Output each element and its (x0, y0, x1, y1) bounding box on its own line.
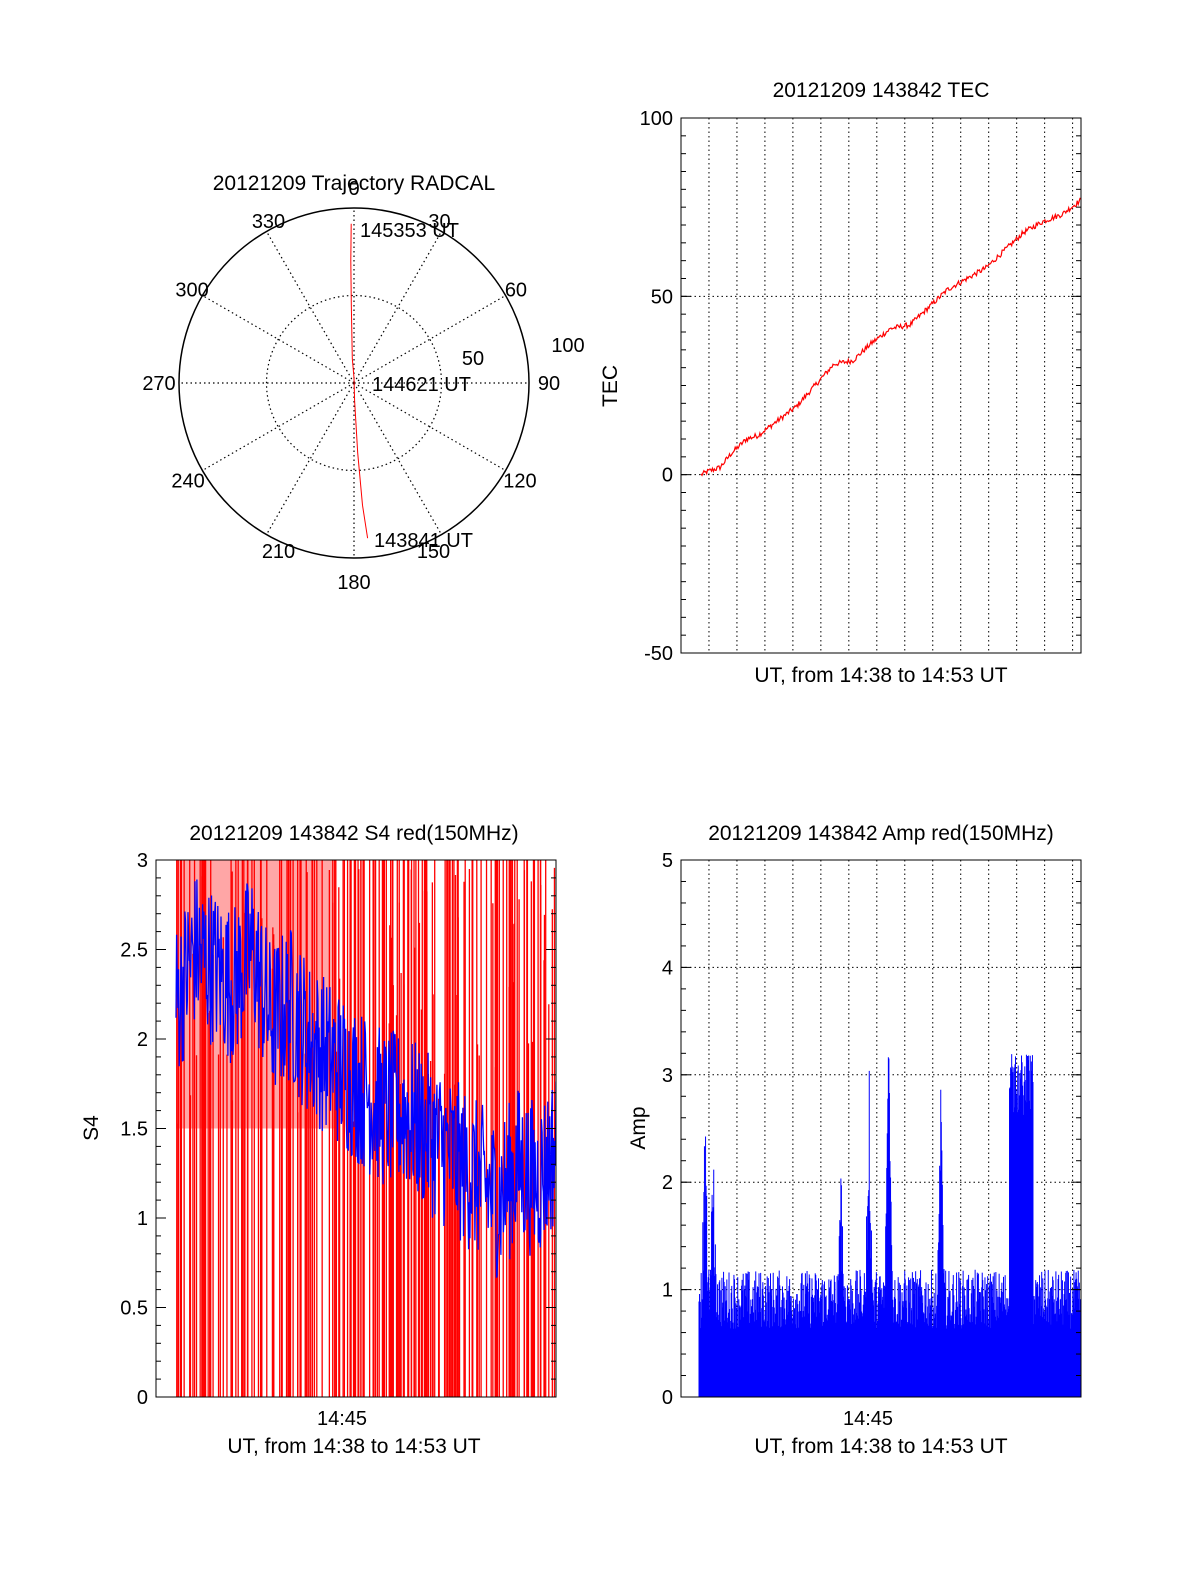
polar-angle-label: 180 (337, 572, 370, 594)
s4-x-tick-label: 14:45 (317, 1408, 367, 1430)
y-tick-label: 0 (137, 1387, 148, 1409)
polar-angle-label: 120 (503, 471, 536, 493)
y-tick-label: 0.5 (120, 1298, 148, 1320)
y-tick-label: 2 (137, 1029, 148, 1051)
amp-x-axis-label: UT, from 14:38 to 14:53 UT (754, 1435, 1007, 1458)
tec-grid (681, 118, 1081, 653)
polar-angle-label: 300 (175, 280, 208, 302)
polar-angle-label: 150 (417, 541, 450, 563)
y-tick-label: 1 (662, 1280, 673, 1302)
amp-panel: 20121209 143842 Amp red(150MHz) 0 1 2 3 4 5 1… (627, 822, 1082, 1458)
s4-panel: 20121209 143842 S4 red(150MHz) 0 0.5 1 1.5 2… (80, 822, 557, 1458)
polar-angle-label: 330 (252, 211, 285, 233)
amp-y-axis-label: Amp (627, 1106, 650, 1149)
amp-blue-series (698, 1054, 1081, 1397)
polar-angle-label: 240 (171, 471, 204, 493)
annotation-mid-time: 144621 UT (372, 374, 471, 396)
polar-angle-label: 0 (348, 178, 359, 200)
tec-panel: 20121209 143842 TEC -50 0 50 100 TEC UT, fr… (599, 79, 1082, 687)
polar-grid (179, 208, 529, 558)
polar-angle-label: 30 (428, 211, 450, 233)
y-tick-label: 0 (662, 465, 673, 487)
y-tick-label: 50 (651, 286, 673, 308)
y-tick-label: 1 (137, 1208, 148, 1230)
polar-angle-label: 210 (262, 541, 295, 563)
polar-angle-label: 60 (505, 280, 527, 302)
polar-spoke (202, 382, 355, 472)
polar-spoke (353, 231, 443, 384)
y-tick-label: 2.5 (120, 940, 148, 962)
annotation-end-time: 143841 UT (374, 530, 473, 552)
trajectory-series-line (350, 223, 369, 539)
y-tick-label: -50 (644, 643, 673, 665)
amp-plot-frame (680, 859, 1082, 1398)
annotation-start-time: 145353 UT (360, 220, 459, 242)
s4-y-tick-labels: 0 0.5 1 1.5 2 2.5 3 (120, 850, 556, 1409)
polar-angle-label: 270 (142, 373, 175, 395)
tec-y-axis-label: TEC (599, 365, 622, 407)
s4-x-axis-label: UT, from 14:38 to 14:53 UT (227, 1435, 480, 1458)
y-tick-label: 1.5 (120, 1119, 148, 1141)
trajectory-panel: 20121209 Trajectory RADCAL 0 30 60 90 120 150… (142, 172, 584, 594)
y-tick-label: 2 (662, 1172, 673, 1194)
s4-title: 20121209 143842 S4 red(150MHz) (189, 822, 518, 845)
polar-angle-labels: 0 30 60 90 120 150 180 210 240 270 300 330 (142, 178, 560, 594)
radial-label-100: 100 (551, 335, 584, 357)
y-tick-label: 0 (662, 1387, 673, 1409)
tec-series-line (700, 197, 1081, 477)
amp-x-tick-label: 14:45 (843, 1408, 893, 1430)
tec-y-tick-labels: -50 0 50 100 (640, 108, 1081, 665)
radial-label-50: 50 (462, 348, 484, 370)
amp-title: 20121209 143842 Amp red(150MHz) (708, 822, 1054, 845)
y-tick-label: 100 (640, 108, 673, 130)
polar-outer-circle (178, 207, 530, 559)
amp-y-tick-labels: 0 1 2 3 4 5 (662, 850, 1081, 1409)
tec-minor-ticks (681, 135, 1081, 636)
y-tick-label: 3 (137, 850, 148, 872)
tec-x-axis-label: UT, from 14:38 to 14:53 UT (754, 664, 1007, 687)
y-tick-label: 4 (662, 957, 673, 979)
trajectory-title: 20121209 Trajectory RADCAL (213, 172, 496, 195)
s4-blue-series-line (175, 879, 556, 1278)
y-tick-label: 3 (662, 1065, 673, 1087)
tec-plot-frame (680, 117, 1082, 654)
polar-spoke (265, 382, 355, 535)
polar-grid-circle (265, 294, 443, 472)
s4-y-axis-label: S4 (80, 1115, 103, 1141)
y-tick-label: 5 (662, 850, 673, 872)
polar-angle-label: 90 (538, 373, 560, 395)
s4-red-series (176, 860, 556, 1397)
tec-title: 20121209 143842 TEC (773, 79, 990, 102)
